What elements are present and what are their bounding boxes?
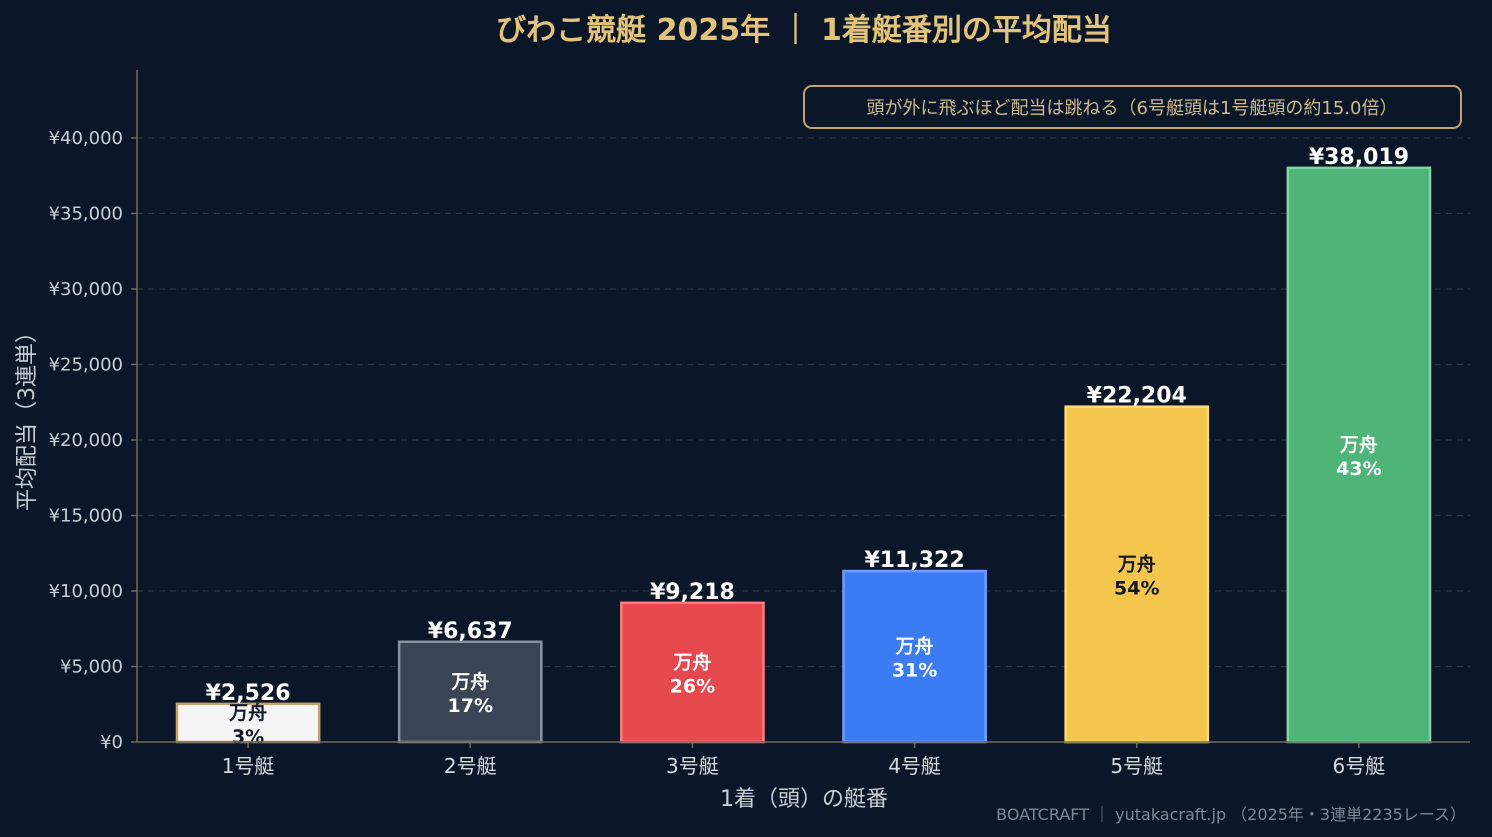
bar-value-label: ¥11,322: [864, 548, 964, 573]
bar-manshu-pct: 54%: [1114, 577, 1159, 599]
bar-manshu-pct: 43%: [1336, 458, 1381, 480]
bar-manshu-label: 万舟: [228, 701, 267, 724]
y-tick-label: ¥0: [100, 732, 123, 753]
annotation-box: [803, 85, 1462, 129]
y-tick-label: ¥35,000: [49, 203, 123, 224]
x-tick-label: 6号艇: [1333, 754, 1386, 778]
x-axis-label: 1着（頭）の艇番: [720, 787, 888, 812]
bar-manshu-label: 万舟: [895, 635, 934, 658]
bar-value-label: ¥9,218: [650, 580, 735, 605]
y-tick-label: ¥25,000: [49, 354, 123, 375]
y-tick-label: ¥15,000: [49, 505, 123, 526]
bar-manshu-label: 万舟: [1339, 433, 1378, 456]
y-tick-label: ¥20,000: [49, 430, 123, 451]
y-tick-label: ¥40,000: [49, 128, 123, 149]
y-tick-label: ¥5,000: [60, 656, 123, 677]
x-tick-label: 4号艇: [888, 754, 941, 778]
bar-value-label: ¥2,526: [206, 681, 291, 706]
x-axis-ticks: 1号艇 2号艇 3号艇 4号艇 5号艇 6号艇: [222, 742, 1386, 778]
bar-value-label: ¥38,019: [1309, 145, 1409, 170]
bar-manshu-label: 万舟: [672, 650, 711, 673]
bar-manshu-label: 万舟: [1117, 552, 1156, 575]
y-tick-label: ¥10,000: [49, 581, 123, 602]
x-tick-label: 5号艇: [1110, 754, 1163, 778]
bar-value-label: ¥6,637: [428, 619, 513, 644]
x-tick-label: 2号艇: [444, 754, 497, 778]
grid-lines: [137, 137, 1470, 668]
annotation-text: 頭が外に飛ぶほど配当は跳ねる（6号艇頭は1号艇頭の約15.0倍）: [867, 98, 1398, 119]
bar-value-label: ¥22,204: [1087, 384, 1187, 409]
x-tick-label: 3号艇: [666, 754, 719, 778]
chart-title: びわこ競艇 2025年 ｜ 1着艇番別の平均配当: [496, 13, 1112, 48]
footer-credit: BOATCRAFT ｜ yutakacraft.jp （2025年・3連単223…: [996, 805, 1466, 824]
bar: [175, 702, 321, 744]
bar-manshu-pct: 17%: [448, 695, 493, 717]
bar-manshu-pct: 26%: [670, 675, 715, 697]
x-tick-label: 1号艇: [222, 754, 275, 778]
bar: [1286, 166, 1432, 744]
bars: ¥2,526万舟3%¥6,637万舟17%¥9,218万舟26%¥11,322万…: [175, 145, 1432, 748]
bar: [620, 601, 765, 744]
bar-manshu-pct: 31%: [892, 660, 937, 682]
y-axis-ticks: ¥0 ¥5,000 ¥10,000 ¥15,000 ¥20,000 ¥25,000 ¥30,…: [49, 128, 137, 753]
y-axis-label: 平均配当（3連単）: [15, 321, 40, 511]
bar-manshu-label: 万舟: [450, 670, 489, 693]
y-tick-label: ¥30,000: [49, 279, 123, 300]
